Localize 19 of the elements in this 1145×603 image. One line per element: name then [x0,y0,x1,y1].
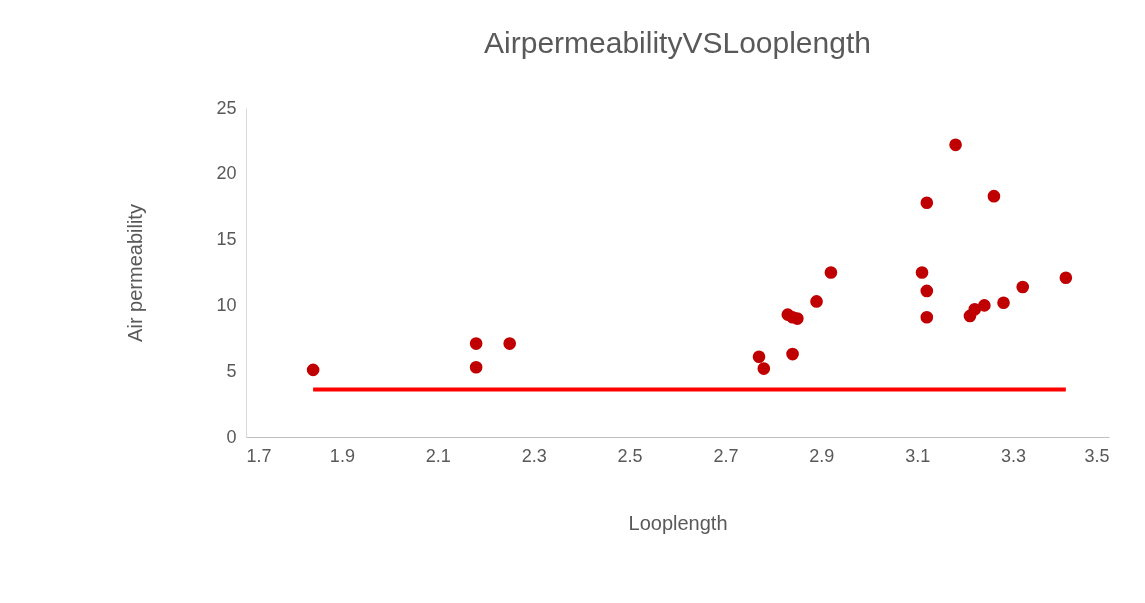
x-tick-label: 2.5 [617,445,643,466]
x-tick-label: 3.1 [905,445,931,466]
y-tick-label: 25 [216,97,237,118]
x-tick-label: 1.7 [246,445,272,466]
x-tick-label: 2.9 [809,445,835,466]
x-tick-label: 2.7 [713,445,739,466]
y-tick-label: 20 [216,163,237,184]
y-tick-label: 0 [226,426,237,447]
y-tick-label: 10 [216,294,237,315]
x-tick-label: 1.9 [329,445,355,466]
x-tick-label: 2.3 [521,445,547,466]
y-tick-label: 15 [216,229,237,250]
x-axis-title: Looplength [628,511,728,534]
y-axis-title: Air permeability [124,204,147,342]
x-tick-label: 3.3 [1001,445,1027,466]
y-tick-label: 5 [226,360,237,381]
chart-title: AirpermeabilityVSLooplength [484,26,871,59]
x-tick-label: 3.5 [1084,445,1110,466]
x-tick-label: 2.1 [425,445,451,466]
